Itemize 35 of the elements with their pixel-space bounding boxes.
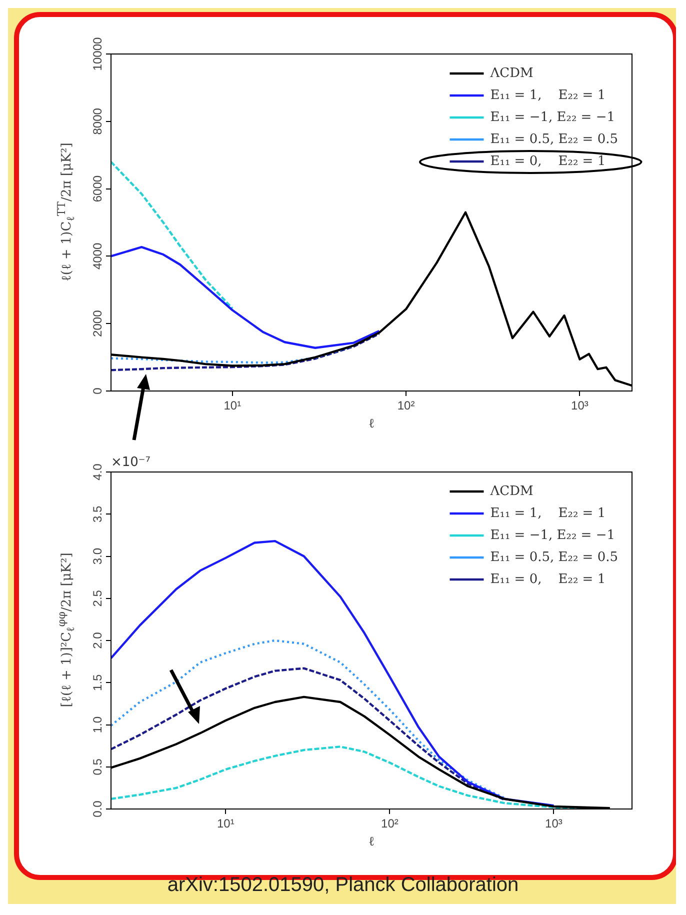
legend-label: E₁₁ = 1, E₂₂ = 1 [490,88,606,103]
x-tick-label: 10³ [571,398,588,413]
y-tick-label: 2.0 [90,632,104,649]
x-axis-title: ℓ [368,834,375,850]
y-tick-label: 0 [90,387,104,394]
y-tick-label: 0.0 [90,800,104,818]
y-tick-label: 3.5 [90,505,104,522]
y-tick-label: 1.0 [90,716,104,734]
y-tick-label: 2.5 [90,590,104,607]
legend-label: ΛCDM [489,66,534,81]
legend-label: E₁₁ = −1, E₂₂ = −1 [490,528,615,543]
y-tick-label: 0.5 [90,758,104,776]
legend-label: E₁₁ = −1, E₂₂ = −1 [490,110,615,125]
x-axis-title: ℓ [368,416,375,432]
y-tick-label: 3.0 [90,548,104,565]
x-tick-label: 10³ [545,816,562,831]
legend-label: E₁₁ = 0.5, E₂₂ = 0.5 [490,550,618,565]
text: ×10⁻⁷ [111,454,151,470]
legend-label: E₁₁ = 0.5, E₂₂ = 0.5 [490,132,618,147]
legend-label: ΛCDM [489,484,534,499]
text: arXiv:1502.01590, Planck Collaboration [166,874,520,897]
legend-label: E₁₁ = 1, E₂₂ = 1 [490,506,606,521]
legend-label: E₁₁ = 0, E₂₂ = 1 [490,154,606,169]
x-tick-label: 10² [397,398,415,413]
y-tick-label: 10000 [90,36,104,71]
x-tick-label: 10¹ [216,816,234,831]
y-tick-label: 4.0 [90,463,104,480]
y-tick-label: 4000 [90,242,104,270]
y-tick-label: 1.5 [90,674,104,691]
y-tick-label: 2000 [90,310,104,337]
x-tick-label: 10¹ [224,398,242,413]
y-tick-label: 6000 [90,175,104,202]
legend-label: E₁₁ = 0, E₂₂ = 1 [490,572,606,587]
x-tick-label: 10² [381,816,398,831]
y-tick-label: 8000 [90,108,104,135]
